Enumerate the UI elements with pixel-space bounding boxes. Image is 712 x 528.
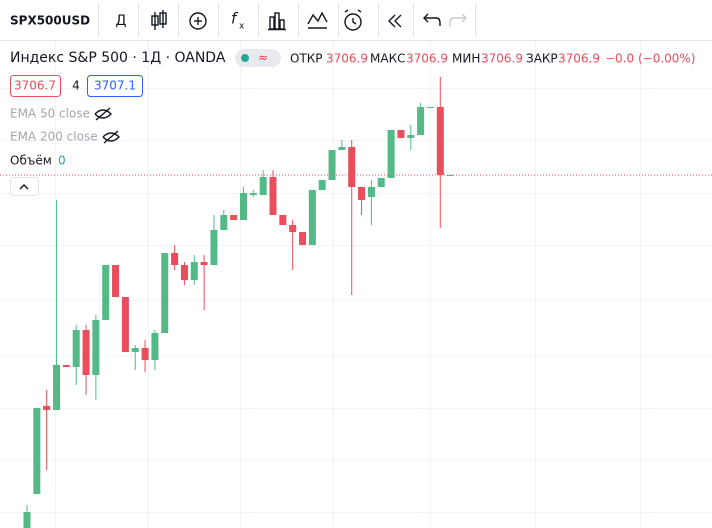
alert-icon[interactable] [344,9,362,31]
legend-title: Индекс S&P 500 · 1Д · OANDA [10,50,226,66]
candle-body [43,405,51,411]
close-value: 3706.9 [558,52,600,66]
candle-body [210,229,218,265]
candle-body [338,147,346,150]
volume-label: Объём [10,154,52,168]
spread: 4 [72,79,80,93]
candle-body [23,512,31,528]
status-icon: ≈ [258,51,268,65]
compare-chart-icon[interactable] [307,11,328,29]
open-label: ОТКР [290,52,323,66]
candle-body [436,107,444,175]
candle-body [358,187,366,200]
candle-body [230,214,238,220]
candle-body [121,297,129,353]
candle-body [397,129,405,138]
candle-body [387,129,395,178]
candle-body [318,179,326,190]
candles [0,77,712,528]
candle-body [131,347,139,353]
collapse-arrow [19,184,29,190]
indicator: EMA 200 close [10,130,98,144]
candle-body [112,264,120,298]
candle-body [171,252,179,265]
bid-box[interactable] [10,75,61,97]
svg-text:x: x [239,22,245,32]
symbol[interactable]: SPX500USD [10,14,90,28]
candle-body [62,365,70,368]
candle-body [239,192,247,220]
ask[interactable]: 3707.1 [94,79,136,93]
candle-body [417,107,425,135]
status-pill[interactable] [235,49,281,67]
candle-body [92,320,100,376]
hidden-eye[interactable] [94,107,112,121]
close-label: ЗАКР [526,52,558,66]
candle-body [308,189,316,245]
candle-body [259,177,267,195]
toolbar [0,0,712,40]
candle-body [141,347,149,361]
ask-box[interactable] [87,75,143,97]
candle-body [82,330,90,376]
candle-body [348,147,356,188]
candle-body [426,107,434,109]
high-value: 3706.9 [406,52,448,66]
collapse-button[interactable] [10,177,39,196]
candle-body [220,214,228,230]
volume-value: 0 [58,154,66,168]
svg-text:f: f [231,10,239,28]
replay-icon[interactable] [388,14,402,28]
candle-body [299,232,307,245]
candle-body [407,134,415,138]
candle-body [367,187,375,198]
open-value: 3706.9 [326,52,368,66]
candle-body [200,262,208,265]
change: −0.0 (−0.00%) [605,52,696,66]
low-label: МИН [452,52,480,66]
candle-body [279,214,287,225]
candle-body [53,365,61,411]
candle-body [377,177,385,188]
candle-body [269,177,277,215]
candle-body [161,252,169,333]
templates-icon[interactable] [268,12,286,31]
status-dot [241,54,249,62]
hidden-eye[interactable] [102,130,120,144]
candle-body [151,332,159,361]
redo-icon[interactable] [449,13,467,26]
candles-icon[interactable] [151,10,167,30]
high-label: МАКС [370,52,405,66]
bid[interactable]: 3706.7 [14,79,56,93]
grid [0,41,712,528]
indicator: EMA 50 close [10,107,90,121]
undo-icon[interactable] [423,13,441,26]
compare-icon[interactable] [189,12,207,30]
candle-body [289,224,297,233]
interval[interactable]: Д [116,13,127,29]
candle-body [180,264,188,280]
candle-body [328,149,336,180]
candle-body [72,330,80,368]
low-value: 3706.9 [481,52,523,66]
candle-body [249,192,257,195]
candle-body [190,262,198,280]
candle-body [102,264,110,321]
candle-body [33,407,41,495]
